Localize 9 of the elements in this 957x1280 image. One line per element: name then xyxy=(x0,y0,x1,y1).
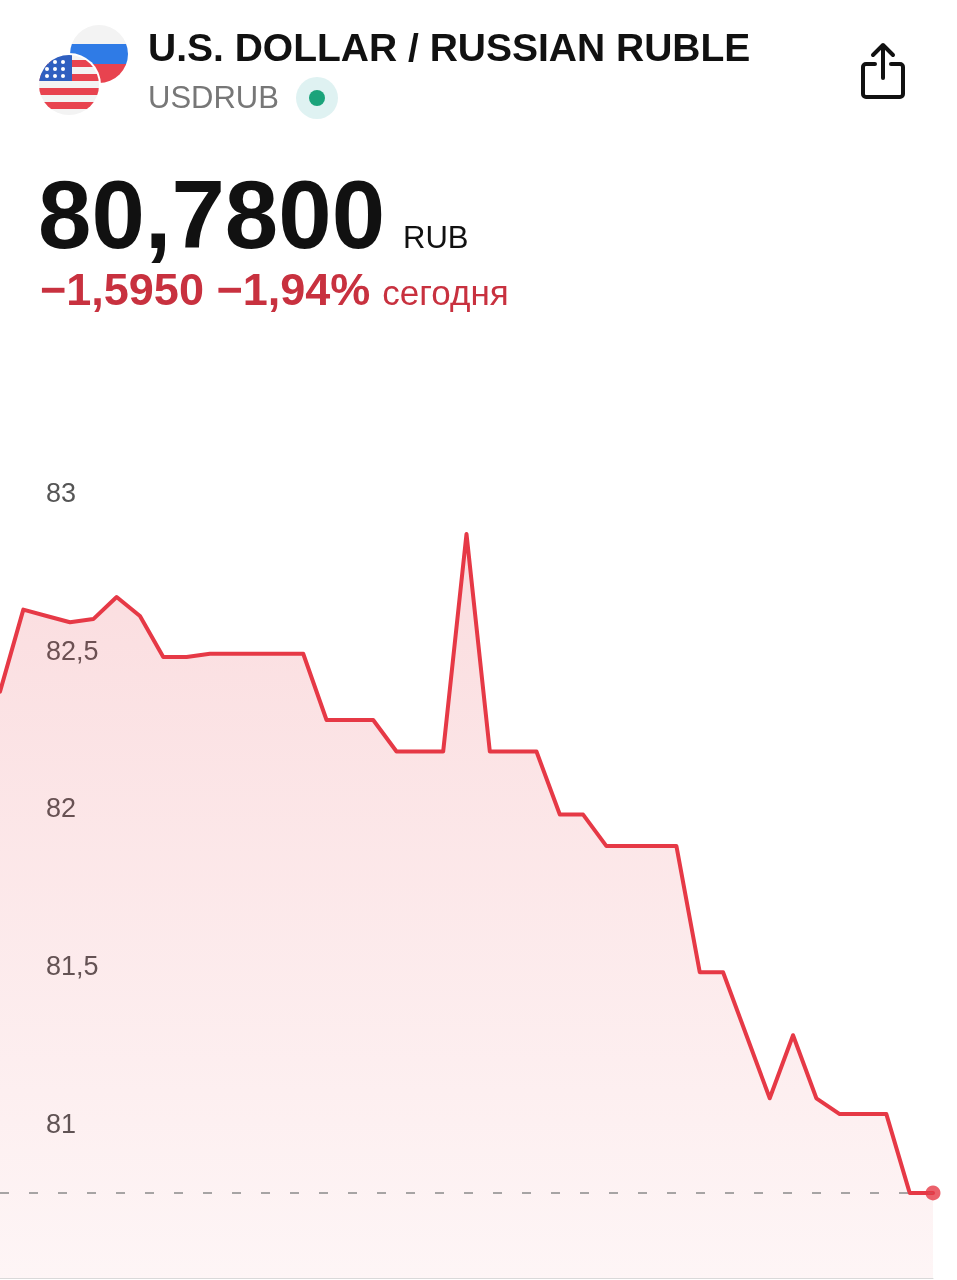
y-tick-label: 82,5 xyxy=(46,635,99,666)
y-tick-label: 83 xyxy=(46,478,77,508)
y-tick-label: 81,5 xyxy=(46,950,99,981)
chart-title: U.S. DOLLAR / RUSSIAN RUBLE xyxy=(148,26,751,70)
text: сегодня xyxy=(382,273,509,313)
text: RUB xyxy=(403,220,469,256)
chart-subtitle: USDRUB xyxy=(148,80,279,116)
y-tick-label: 81 xyxy=(46,1108,77,1139)
y-tick-label: 82 xyxy=(46,793,77,824)
